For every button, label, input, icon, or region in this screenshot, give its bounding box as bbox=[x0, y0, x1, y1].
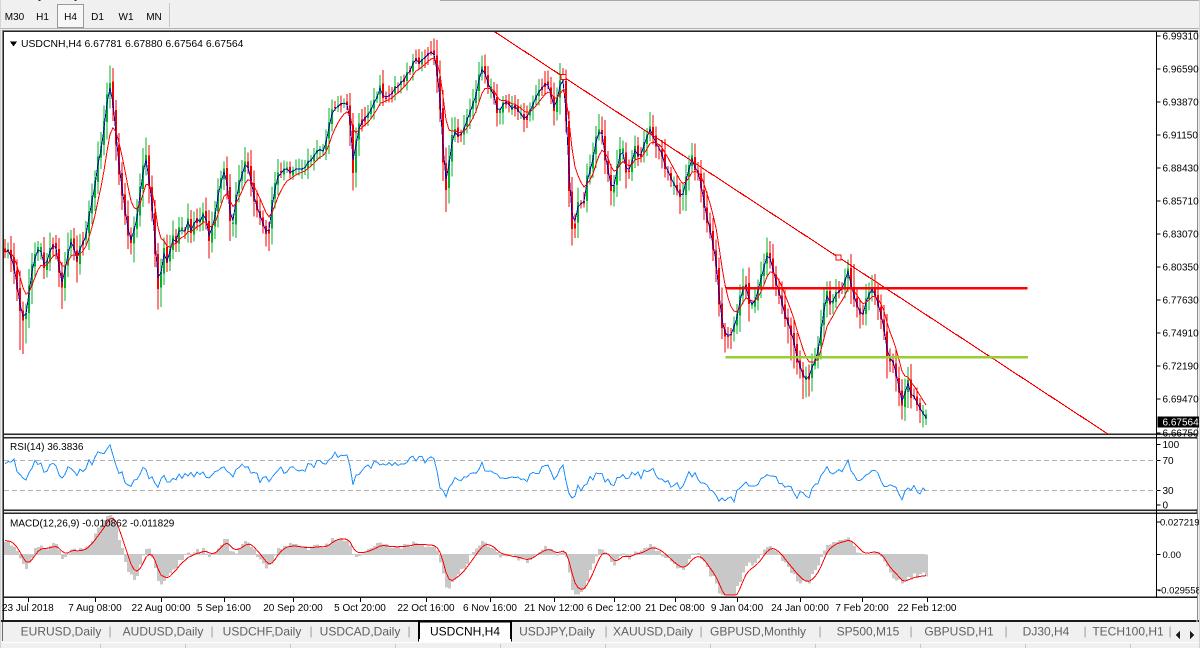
svg-text:6.80350: 6.80350 bbox=[1163, 263, 1200, 274]
svg-text:USDCHF,Daily: USDCHF,Daily bbox=[223, 625, 302, 639]
svg-text:6.93870: 6.93870 bbox=[1163, 98, 1200, 109]
svg-text:9 Jan 04:00: 9 Jan 04:00 bbox=[711, 603, 764, 614]
svg-text:USDCAD,Daily: USDCAD,Daily bbox=[320, 625, 401, 639]
svg-text:5 Oct 20:00: 5 Oct 20:00 bbox=[334, 603, 386, 614]
svg-text:H1: H1 bbox=[36, 12, 49, 23]
svg-text:21 Nov 12:00: 21 Nov 12:00 bbox=[524, 603, 584, 614]
svg-text:XAUUSD,Daily: XAUUSD,Daily bbox=[613, 625, 693, 639]
svg-text:-0.029558: -0.029558 bbox=[1158, 586, 1200, 597]
svg-text:USDJPY,Daily: USDJPY,Daily bbox=[519, 625, 595, 639]
svg-text:6.88430: 6.88430 bbox=[1163, 164, 1200, 175]
svg-text:|: | bbox=[909, 624, 912, 638]
svg-text:W1: W1 bbox=[119, 12, 134, 23]
svg-text:EURUSD,Daily: EURUSD,Daily bbox=[21, 625, 102, 639]
svg-text:6.99310: 6.99310 bbox=[1163, 32, 1200, 43]
svg-text:0.027219: 0.027219 bbox=[1160, 517, 1200, 528]
svg-text:5 Sep 16:00: 5 Sep 16:00 bbox=[197, 603, 251, 614]
svg-text:GBPUSD,H1: GBPUSD,H1 bbox=[924, 625, 994, 639]
svg-text:|: | bbox=[1083, 624, 1086, 638]
svg-text:6.74910: 6.74910 bbox=[1163, 329, 1200, 340]
svg-text:USDCNH,H4: USDCNH,H4 bbox=[430, 625, 500, 639]
svg-text:70: 70 bbox=[1163, 456, 1175, 467]
svg-text:6 Nov 16:00: 6 Nov 16:00 bbox=[463, 603, 517, 614]
svg-text:6.83070: 6.83070 bbox=[1163, 230, 1200, 241]
svg-text:MN: MN bbox=[146, 12, 162, 23]
svg-text:|: | bbox=[108, 624, 111, 638]
svg-text:30: 30 bbox=[1163, 486, 1175, 497]
svg-text:22 Oct 16:00: 22 Oct 16:00 bbox=[397, 603, 455, 614]
svg-text:0.00: 0.00 bbox=[1163, 550, 1182, 561]
svg-text:6.85710: 6.85710 bbox=[1163, 197, 1200, 208]
svg-text:100: 100 bbox=[1163, 440, 1180, 451]
svg-text:6.72190: 6.72190 bbox=[1163, 362, 1200, 373]
svg-text:22 Aug 00:00: 22 Aug 00:00 bbox=[132, 603, 191, 614]
svg-text:21 Dec 08:00: 21 Dec 08:00 bbox=[645, 603, 705, 614]
svg-text:23 Jul 2018: 23 Jul 2018 bbox=[2, 603, 54, 614]
svg-text:AUDUSD,Daily: AUDUSD,Daily bbox=[123, 625, 204, 639]
svg-text:6.67564: 6.67564 bbox=[1163, 418, 1200, 429]
svg-text:TECH100,H1: TECH100,H1 bbox=[1092, 625, 1164, 639]
svg-text:|: | bbox=[699, 624, 702, 638]
svg-text:6.77630: 6.77630 bbox=[1163, 296, 1200, 307]
svg-text:DJ30,H4: DJ30,H4 bbox=[1023, 625, 1070, 639]
svg-text:22 Feb 12:00: 22 Feb 12:00 bbox=[898, 603, 957, 614]
svg-text:6.66750: 6.66750 bbox=[1163, 429, 1200, 440]
svg-text:6.96590: 6.96590 bbox=[1163, 65, 1200, 76]
svg-text:MACD(12,26,9) -0.010862 -0.011: MACD(12,26,9) -0.010862 -0.011829 bbox=[10, 519, 175, 530]
svg-text:7 Feb 20:00: 7 Feb 20:00 bbox=[835, 603, 889, 614]
svg-text:|: | bbox=[604, 624, 607, 638]
svg-text:|: | bbox=[407, 624, 410, 638]
svg-text:20 Sep 20:00: 20 Sep 20:00 bbox=[263, 603, 323, 614]
svg-text:24 Jan 00:00: 24 Jan 00:00 bbox=[771, 603, 829, 614]
svg-text:USDCNH,H4 6.67781 6.67880 6.6: USDCNH,H4 6.67781 6.67880 6.67564 6.6756… bbox=[21, 39, 244, 50]
svg-text:7 Aug 08:00: 7 Aug 08:00 bbox=[68, 603, 122, 614]
svg-text:0: 0 bbox=[1163, 500, 1169, 511]
svg-text:SP500,M15: SP500,M15 bbox=[837, 625, 900, 639]
svg-text:|: | bbox=[309, 624, 312, 638]
svg-text:6 Dec 12:00: 6 Dec 12:00 bbox=[587, 603, 641, 614]
svg-text:M30: M30 bbox=[5, 12, 25, 23]
svg-text:GBPUSD,Monthly: GBPUSD,Monthly bbox=[710, 625, 806, 639]
svg-text:6.69470: 6.69470 bbox=[1163, 395, 1200, 406]
svg-text:|: | bbox=[818, 624, 821, 638]
svg-text:RSI(14) 36.3836: RSI(14) 36.3836 bbox=[10, 442, 84, 453]
svg-text:|: | bbox=[1004, 624, 1007, 638]
svg-text:|: | bbox=[1168, 624, 1171, 638]
svg-text:H4: H4 bbox=[64, 12, 77, 23]
svg-text:6.91150: 6.91150 bbox=[1163, 131, 1199, 142]
svg-text:D1: D1 bbox=[91, 12, 104, 23]
svg-text:|: | bbox=[210, 624, 213, 638]
